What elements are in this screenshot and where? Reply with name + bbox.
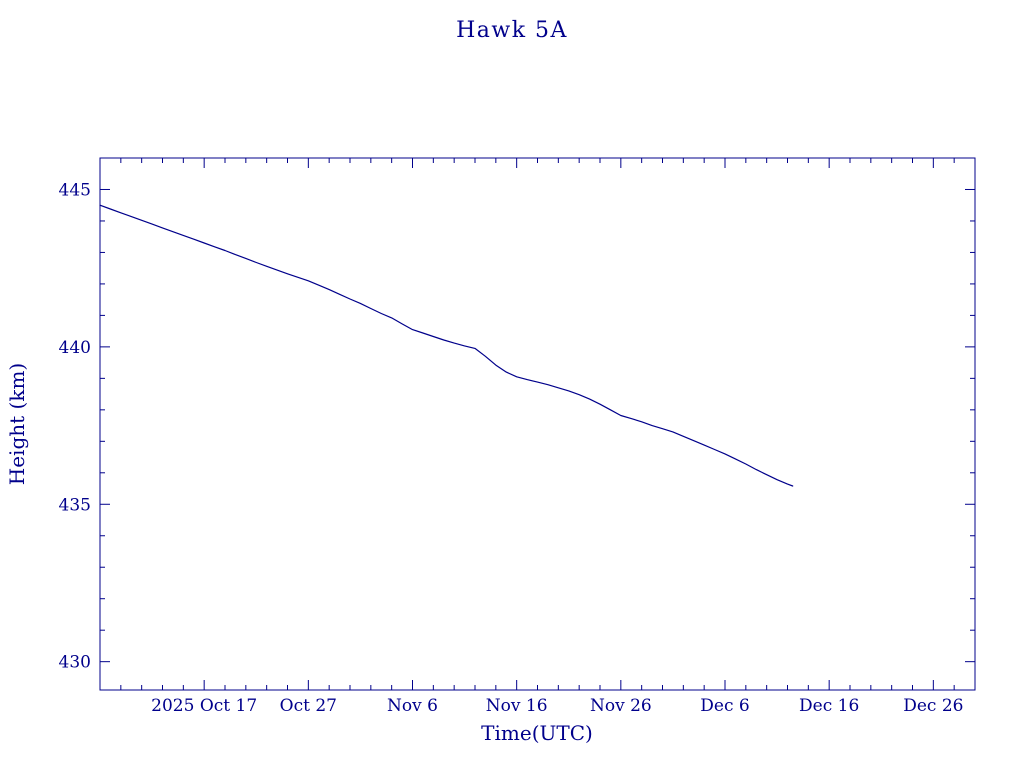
x-axis-label: Time(UTC)	[481, 721, 593, 745]
x-tick-label: Oct 27	[280, 696, 337, 716]
x-tick-label: Dec 26	[903, 696, 963, 716]
chart-title: Hawk 5A	[456, 18, 568, 43]
y-tick-label: 430	[59, 653, 91, 673]
y-tick-label: 445	[59, 180, 91, 200]
x-tick-label: 2025 Oct 17	[151, 696, 257, 716]
y-axis-label: Height (km)	[5, 363, 29, 485]
plot-frame	[99, 157, 976, 691]
y-tick-label: 435	[59, 495, 91, 515]
y-tick-label: 440	[59, 338, 91, 358]
x-tick-label: Nov 26	[590, 696, 652, 716]
plot-area: 2025 Oct 17 Oct 27 Nov 6 Nov 16 Nov 26 Dec 6 D…	[59, 157, 976, 716]
x-tick-label: Nov 6	[387, 696, 438, 716]
x-tick-label: Dec 16	[799, 696, 859, 716]
x-tick-label: Nov 16	[486, 696, 548, 716]
x-tick-label: Dec 6	[700, 696, 749, 716]
series-line-height	[99, 204, 794, 487]
